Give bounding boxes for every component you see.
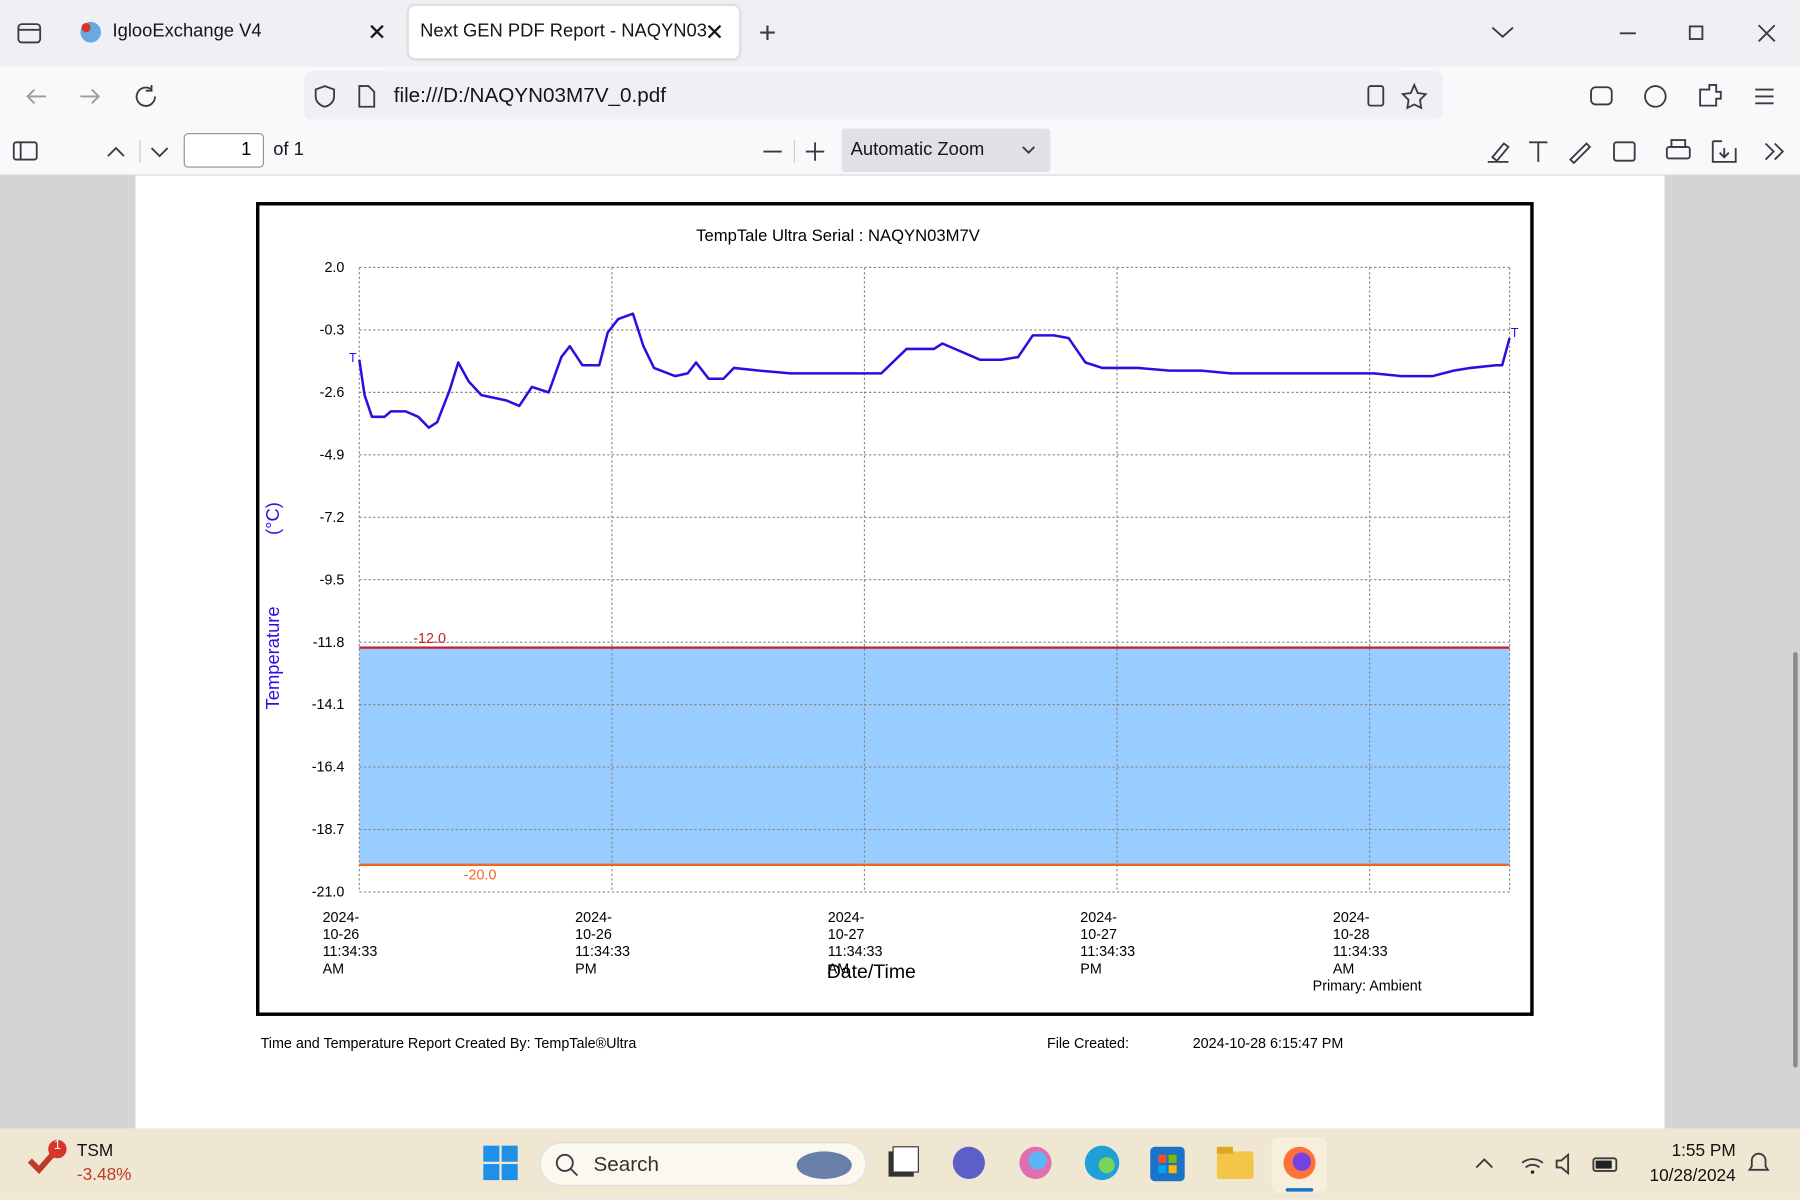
nav-buttons[interactable] [21,80,170,112]
chart-note: Primary: Ambient [1313,979,1422,995]
y-tick-label: -7.2 [320,510,345,526]
clock-date: 10/28/2024 [1649,1166,1736,1186]
x-tick-label: 2024-10-27 11:34:33 AM [827,909,883,977]
tab-favicon [80,21,102,43]
page-count: of 1 [273,140,304,160]
x-tick-label: 2024-10-28 11:34:33 AM [1332,909,1388,977]
y-tick-label: -4.9 [320,447,345,463]
x-axis-label: Date/Time [827,961,916,983]
search-placeholder: Search [593,1152,659,1176]
zoom-select[interactable]: Automatic Zoom [841,128,1051,173]
taskbar-apps[interactable] [882,1137,1341,1195]
x-tick-label: 2024-10-26 11:34:33 PM [575,909,630,977]
tab-list-button[interactable] [16,21,44,46]
zoom-buttons[interactable] [758,138,831,166]
tab-bar: IglooExchange V4 ✕ Next GEN PDF Report -… [0,0,1800,67]
report-created-by: Time and Temperature Report Created By: … [261,1036,637,1052]
tab-title: Next GEN PDF Report - NAQYN03M [420,21,708,42]
tab[interactable]: IglooExchange V4 ✕ [67,6,402,59]
url-bar[interactable]: file:///D:/NAQYN03M7V_0.pdf [304,71,1443,120]
stock-badge: 1 [53,1138,61,1153]
url-actions[interactable] [1358,82,1431,111]
y-tick-label: 2.0 [324,260,344,276]
clock-time: 1:55 PM [1671,1141,1736,1161]
y-tick-label: -9.5 [320,572,345,588]
tab-title: IglooExchange V4 [112,21,262,42]
start-button[interactable] [482,1145,519,1182]
stock-widget-icon[interactable] [25,1138,71,1179]
nav-bar: file:///D:/NAQYN03M7V_0.pdf [0,66,1800,127]
x-tick-label: 2024-10-26 11:34:33 AM [322,909,378,977]
y-tick-label: -2.6 [320,385,345,401]
stock-ticker: TSM [76,1141,114,1161]
tab-close[interactable]: ✕ [704,20,725,46]
threshold-band [359,647,1510,865]
pdf-toolbar: 1 of 1 Automatic Zoom [0,126,1800,176]
chart-title: TempTale Ultra Serial : NAQYN03M7V [696,226,981,245]
y-tick-label: -0.3 [320,323,345,339]
tab-close[interactable]: ✕ [367,20,387,46]
chart: TempTale Ultra Serial : NAQYN03M7V Tempe… [255,202,1534,1052]
tab-active[interactable]: Next GEN PDF Report - NAQYN03M ✕ [408,5,740,59]
taskbar: 1 TSM -3.48% Search 1:55 PM 10/28/2024 [0,1128,1800,1200]
url-icons [314,85,376,108]
system-tray[interactable] [1472,1149,1633,1179]
sidebar-and-page-nav[interactable] [11,138,172,166]
line-end-marker: T [349,351,357,365]
y-axis-unit: (°C) [262,502,283,535]
search-box[interactable]: Search [539,1142,867,1186]
scrollbar-thumb[interactable] [1793,652,1798,1068]
temperature-line [358,312,1511,429]
y-axis-label: Temperature [262,606,283,709]
x-tick-label: 2024-10-27 11:34:33 PM [1080,909,1136,977]
new-tab-button[interactable]: + [758,14,777,50]
file-created: 2024-10-28 6:15:47 PM [1193,1036,1344,1052]
threshold-label: -20.0 [464,868,497,884]
zoom-value: Automatic Zoom [850,140,985,160]
y-tick-label: -21.0 [312,885,345,901]
annotation-tools[interactable] [1483,137,1793,167]
toolbar-icons[interactable] [1584,80,1786,112]
window-controls[interactable] [1613,17,1785,49]
y-tick-label: -14.1 [312,697,345,713]
line-end-marker: T [1511,326,1519,340]
threshold-label: -12.0 [413,631,446,647]
y-tick-label: -18.7 [312,822,345,838]
chart-frame [255,202,1534,1016]
y-tick-label: -11.8 [313,635,345,651]
stock-change: -3.48% [76,1165,132,1185]
notifications[interactable] [1745,1149,1773,1179]
y-tick-label: -16.4 [312,760,345,776]
list-all-tabs[interactable] [1488,21,1518,44]
file-created-label: File Created: [1047,1036,1129,1052]
page-number-input[interactable]: 1 [183,133,265,168]
url-text: file:///D:/NAQYN03M7V_0.pdf [393,83,666,107]
